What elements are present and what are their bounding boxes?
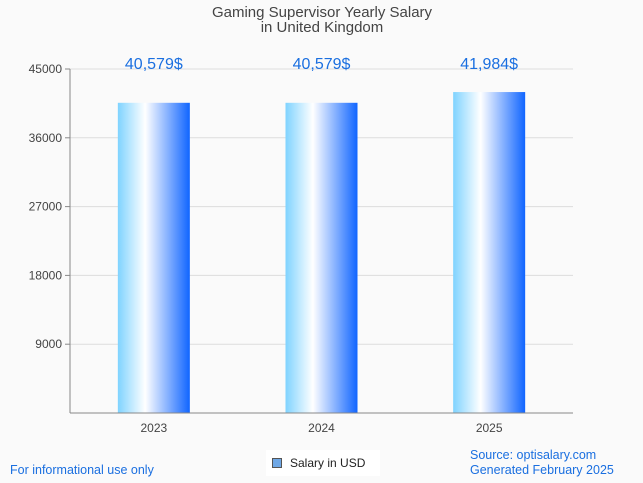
x-tick-label: 2023 bbox=[140, 421, 167, 435]
legend-label: Salary in USD bbox=[290, 456, 366, 470]
legend-swatch bbox=[272, 458, 282, 468]
data-label: 41,984$ bbox=[460, 56, 518, 73]
y-tick-label: 18000 bbox=[29, 268, 63, 282]
y-tick-label: 9000 bbox=[35, 337, 62, 351]
source-link[interactable]: Source: optisalary.com bbox=[470, 448, 597, 462]
x-tick-label: 2024 bbox=[308, 421, 335, 435]
data-label: 40,579$ bbox=[125, 56, 183, 73]
bar-2024[interactable] bbox=[285, 102, 358, 414]
y-tick-label: 36000 bbox=[29, 131, 63, 145]
bar-2023[interactable] bbox=[117, 102, 190, 414]
disclaimer: For informational use only bbox=[10, 463, 154, 477]
y-tick-label: 45000 bbox=[29, 62, 63, 76]
chart-subtitle: in United Kingdom bbox=[261, 19, 384, 36]
chart-title: Gaming Supervisor Yearly Salary bbox=[212, 4, 433, 21]
y-tick-label: 27000 bbox=[29, 200, 63, 214]
bar-2025[interactable] bbox=[453, 92, 526, 414]
generated-date: Generated February 2025 bbox=[470, 463, 614, 477]
data-label: 40,579$ bbox=[293, 56, 351, 73]
legend: Salary in USD bbox=[266, 450, 380, 476]
x-tick-label: 2025 bbox=[476, 421, 503, 435]
